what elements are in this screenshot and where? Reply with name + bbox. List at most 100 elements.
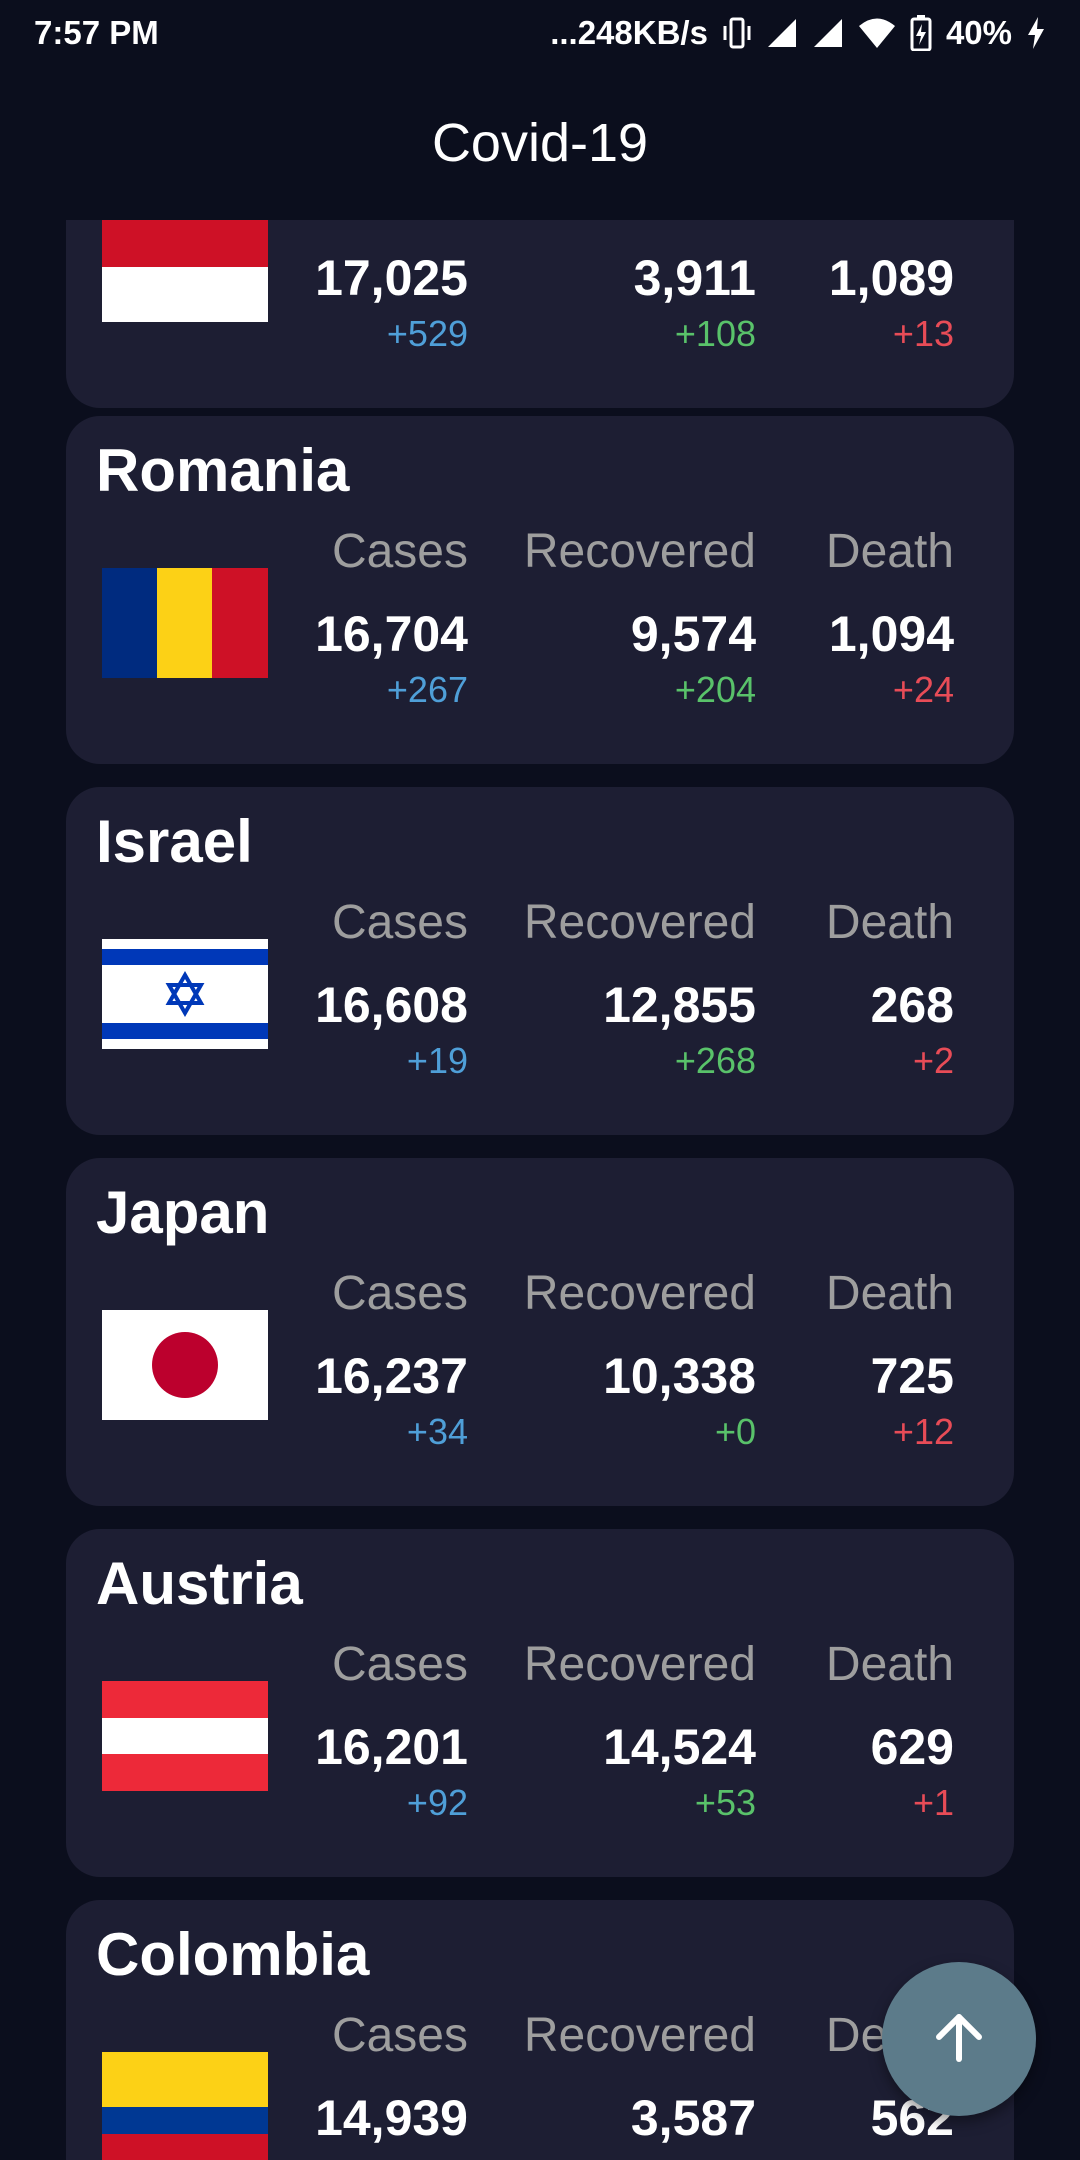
country-name: Austria — [96, 1550, 303, 1617]
recovered-value: 10,338 — [603, 1348, 756, 1404]
death-value: 1,089 — [828, 250, 954, 306]
battery-icon — [910, 15, 932, 51]
cases-delta: +267 — [386, 669, 468, 710]
cases-column: 17,025 +529 — [315, 220, 468, 356]
country-list[interactable]: 17,025 +529 3,911 +108 1,089 +13 Romania… — [0, 220, 1080, 2160]
cases-column: Cases 16,704 +267 — [315, 524, 468, 712]
country-card[interactable]: Japan Cases 16,237 +34 Recovered 10,338 … — [66, 1158, 1014, 1506]
charging-icon — [1026, 16, 1046, 50]
signal-icon — [766, 17, 798, 49]
recovered-value: 12,855 — [603, 977, 756, 1033]
israel-flag — [102, 939, 268, 1049]
signal-icon — [812, 17, 844, 49]
recovered-label: Recovered — [523, 896, 756, 949]
status-bar: 7:57 PM ...248KB/s 40% — [0, 0, 1080, 66]
cases-label: Cases — [331, 525, 468, 578]
cases-value: 16,237 — [315, 1348, 468, 1404]
death-label — [829, 220, 954, 224]
battery-level: 40% — [945, 14, 1012, 51]
recovered-delta: +53 — [694, 1782, 756, 1823]
japan-flag — [102, 1310, 268, 1420]
cases-label: Cases — [331, 1267, 468, 1320]
austria-flag — [102, 1681, 268, 1791]
recovered-label — [634, 220, 756, 224]
country-card[interactable]: Israel Cases 16,608 +19 Recovered 12,855… — [66, 787, 1014, 1135]
recovered-value: 3,587 — [630, 2090, 756, 2146]
country-card[interactable]: Colombia Cases 14,939 Recovered 3,587 De… — [66, 1900, 1014, 2160]
cases-label: Cases — [331, 1638, 468, 1691]
cases-label — [315, 220, 468, 224]
recovered-column: Recovered 10,338 +0 — [524, 1266, 756, 1454]
recovered-column: 3,911 +108 — [634, 220, 756, 356]
death-column: Death 268 +2 — [826, 895, 954, 1083]
death-column: Death 629 +1 — [826, 1637, 954, 1825]
recovered-value: 14,524 — [603, 1719, 756, 1775]
arrow-up-icon — [929, 2007, 989, 2072]
death-delta: +12 — [892, 1411, 954, 1452]
indonesia-flag — [102, 220, 268, 322]
death-value: 1,094 — [828, 606, 954, 662]
death-delta: +13 — [892, 313, 954, 354]
recovered-delta: +0 — [714, 1411, 756, 1452]
cases-column: Cases 14,939 — [315, 2008, 468, 2160]
death-delta — [826, 2152, 954, 2160]
country-card[interactable]: 17,025 +529 3,911 +108 1,089 +13 — [66, 220, 1014, 408]
colombia-flag — [102, 2052, 268, 2160]
recovered-label: Recovered — [523, 525, 756, 578]
country-card[interactable]: Austria Cases 16,201 +92 Recovered 14,52… — [66, 1529, 1014, 1877]
death-label: Death — [825, 1267, 954, 1320]
death-delta: +1 — [912, 1782, 954, 1823]
cases-column: Cases 16,201 +92 — [315, 1637, 468, 1825]
recovered-delta: +268 — [674, 1040, 756, 1081]
romania-flag — [102, 568, 268, 678]
cases-delta: +92 — [406, 1782, 468, 1823]
vibrate-icon — [722, 16, 752, 50]
cases-delta: +19 — [406, 1040, 468, 1081]
recovered-delta — [524, 2152, 756, 2160]
cases-delta: +34 — [406, 1411, 468, 1452]
cases-value: 16,608 — [315, 977, 468, 1033]
cases-label: Cases — [331, 2009, 468, 2062]
cases-value: 14,939 — [315, 2090, 468, 2146]
cases-label: Cases — [331, 896, 468, 949]
country-name: Colombia — [96, 1921, 370, 1988]
cases-value: 16,201 — [315, 1719, 468, 1775]
cases-column: Cases 16,237 +34 — [315, 1266, 468, 1454]
death-label: Death — [825, 1638, 954, 1691]
death-label: Death — [825, 525, 954, 578]
country-card[interactable]: Romania Cases 16,704 +267 Recovered 9,57… — [66, 416, 1014, 764]
app-bar: Covid-19 — [0, 66, 1080, 220]
recovered-label: Recovered — [523, 1267, 756, 1320]
cases-column: Cases 16,608 +19 — [315, 895, 468, 1083]
page-title: Covid-19 — [431, 113, 649, 173]
recovered-value: 3,911 — [633, 250, 756, 306]
recovered-label: Recovered — [523, 2009, 756, 2062]
country-name: Israel — [96, 808, 253, 875]
status-time: 7:57 PM — [34, 14, 159, 51]
status-icons: ...248KB/s 40% — [550, 14, 1046, 52]
cases-value: 17,025 — [315, 250, 468, 306]
recovered-column: Recovered 14,524 +53 — [524, 1637, 756, 1825]
death-value: 268 — [870, 977, 954, 1033]
death-delta: +2 — [912, 1040, 954, 1081]
wifi-icon — [858, 17, 896, 49]
scroll-to-top-button[interactable] — [882, 1962, 1036, 2116]
recovered-delta: +204 — [674, 669, 756, 710]
recovered-label: Recovered — [523, 1638, 756, 1691]
network-speed: ...248KB/s — [550, 14, 708, 51]
recovered-column: Recovered 3,587 — [524, 2008, 756, 2160]
country-name: Romania — [96, 437, 350, 504]
death-value: 725 — [870, 1348, 954, 1404]
death-value: 629 — [870, 1719, 954, 1775]
death-column: Death 725 +12 — [826, 1266, 954, 1454]
recovered-delta: +108 — [674, 313, 756, 354]
death-label: Death — [825, 896, 954, 949]
cases-value: 16,704 — [315, 606, 468, 662]
country-name: Japan — [96, 1179, 270, 1246]
recovered-column: Recovered 12,855 +268 — [524, 895, 756, 1083]
recovered-value: 9,574 — [630, 606, 756, 662]
recovered-column: Recovered 9,574 +204 — [524, 524, 756, 712]
cases-delta — [315, 2152, 468, 2160]
death-column: Death 1,094 +24 — [826, 524, 954, 712]
death-column: 1,089 +13 — [829, 220, 954, 356]
